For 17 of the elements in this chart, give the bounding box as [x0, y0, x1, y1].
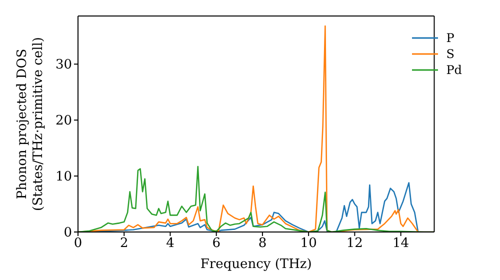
x-tick-label: 12: [346, 236, 363, 252]
y-tick-label: 20: [55, 114, 72, 129]
x-tick-label: 6: [212, 236, 220, 252]
legend-label: Pd: [446, 63, 462, 77]
x-tick-label: 2: [120, 236, 128, 252]
y-tick-label: 30: [55, 58, 72, 73]
x-tick-label: 10: [300, 236, 317, 252]
x-tick-label: 4: [166, 236, 174, 252]
legend-label: P: [446, 31, 454, 45]
x-tick-label: 14: [392, 236, 410, 252]
legend-label: S: [446, 47, 454, 61]
x-tick-label: 0: [74, 236, 82, 252]
y-axis-title: Phonon projected DOS (States/THz·primitive cell): [15, 36, 46, 212]
x-tick-label: 8: [258, 236, 267, 252]
x-axis-title: Frequency (THz): [200, 257, 312, 272]
y-tick-label: 0: [64, 226, 72, 241]
y-tick-label: 10: [55, 170, 72, 185]
